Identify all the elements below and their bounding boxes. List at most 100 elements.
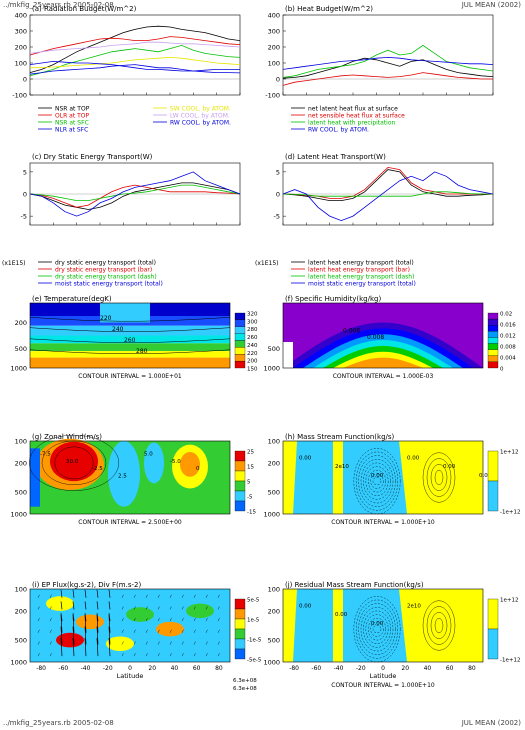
- colorbar-cell: [234, 628, 246, 640]
- colorbar-cell: [234, 608, 246, 620]
- ep-vector: [145, 618, 148, 622]
- divf-blob: [76, 614, 104, 630]
- ep-vector: [60, 614, 63, 633]
- y-tick-label: 1000: [10, 365, 27, 373]
- y-tick-label: 100: [15, 438, 27, 446]
- colorbar-label: -5: [247, 495, 253, 501]
- colorbar-label: 15: [247, 465, 254, 471]
- y-tick-label: 5: [276, 168, 280, 176]
- header-left: ../mkfig_25years.rb 2005-02-08: [3, 1, 114, 9]
- x-tick-label: -40: [334, 665, 344, 672]
- contour-line: [422, 452, 456, 503]
- contour-line: [360, 459, 394, 504]
- series-line: [29, 56, 241, 69]
- wind-easterly-2: [144, 442, 164, 484]
- plot-frame: [29, 440, 231, 515]
- ep-vector: [108, 613, 111, 622]
- ep-vector: [72, 601, 75, 610]
- colorbar-label: -5e-5: [247, 658, 262, 664]
- footer-left: ../mkfig_25years.rb 2005-02-08: [3, 719, 114, 727]
- contour-line: [29, 434, 119, 491]
- contour-line: [363, 610, 391, 648]
- contour-label: -7.5: [40, 452, 51, 458]
- divf-blob: [126, 607, 154, 622]
- contour-label: 0: [196, 466, 200, 472]
- contour-line: [353, 596, 401, 663]
- y-tick-label: 100: [15, 60, 27, 68]
- ep-vector: [96, 589, 99, 598]
- y-tick-label: 0: [276, 76, 280, 84]
- ep-vector: [217, 606, 220, 610]
- colorbar-cell: [234, 450, 246, 462]
- x-tick-label: 20: [148, 665, 156, 672]
- legend-label: latent heat energy transport (bar): [308, 266, 410, 273]
- y-tick-label: 400: [15, 12, 27, 20]
- colorbar-cell: [487, 343, 499, 350]
- panel-title: (f) Specific Humidity(kg/kg): [285, 295, 381, 303]
- contour-label: 240: [112, 326, 124, 333]
- x-tick-label: 60: [446, 665, 454, 672]
- y-tick-label: 0: [276, 191, 280, 199]
- colorbar-label: 280: [247, 327, 258, 333]
- ep-vector: [49, 618, 52, 622]
- ep-vector: [193, 606, 196, 610]
- contour-line: [426, 458, 452, 497]
- contour-label: 0.00: [299, 603, 312, 609]
- ep-vector: [157, 618, 160, 622]
- ep-vector: [157, 594, 160, 598]
- colorbar-cell: [487, 325, 499, 332]
- ep-vector: [193, 641, 196, 645]
- ep-vector: [108, 626, 111, 645]
- colorbar-label: 1e-5: [247, 618, 260, 624]
- ep-vector: [181, 618, 184, 622]
- ep-vector: [169, 653, 172, 657]
- y-tick-label: 100: [268, 586, 280, 594]
- legend-label: dry static energy transport (dash): [55, 273, 157, 280]
- colorbar-label: 220: [247, 351, 258, 357]
- divf-blob: [156, 621, 184, 637]
- contour-label: 0.00: [371, 621, 384, 627]
- ep-vector: [217, 594, 220, 598]
- divf-blob: [106, 636, 134, 652]
- series-line: [29, 182, 241, 210]
- ep-vector: [84, 626, 87, 645]
- y-tick-label: 500: [268, 637, 280, 645]
- y-tick-label: 500: [268, 489, 280, 497]
- contour-line: [370, 621, 384, 637]
- ep-vector: [37, 629, 40, 633]
- y-tick-label: 1000: [263, 659, 280, 667]
- temp-tropo-band: [100, 303, 150, 323]
- series-line: [29, 36, 241, 56]
- y-tick-label: 100: [268, 438, 280, 446]
- ep-vector: [205, 641, 208, 645]
- stream-negative: [293, 441, 407, 514]
- series-line: [282, 191, 493, 197]
- colorbar-label: -15: [247, 510, 256, 516]
- y-tick-label: 200: [268, 607, 280, 615]
- ep-vector: [72, 638, 75, 657]
- ep-vector: [181, 594, 184, 598]
- y-tick-label: 200: [15, 44, 27, 52]
- ep-vector: [181, 629, 184, 633]
- x-axis-label: Latitude: [117, 672, 144, 680]
- legend-label: latent heat with precipitation: [308, 119, 396, 126]
- colorbar-label: -1e+12: [500, 510, 520, 516]
- ep-vector: [145, 629, 148, 633]
- colorbar-cell: [487, 331, 499, 338]
- ep-vector: [96, 601, 99, 610]
- ep-vector: [145, 606, 148, 610]
- ep-vector: [108, 638, 111, 657]
- contour-line: [368, 469, 387, 493]
- legend-label: RW COOL. by ATOM.: [308, 126, 369, 133]
- legend-label: net sensible heat flux at surface: [308, 112, 405, 119]
- ep-vector: [72, 626, 75, 645]
- contour-label: 0.006: [343, 327, 360, 334]
- series-line: [29, 44, 241, 77]
- ep-vector: [205, 629, 208, 633]
- panel-title: (e) Temperature(degK): [32, 295, 112, 303]
- series-line: [29, 41, 241, 54]
- ep-vector: [157, 641, 160, 645]
- legend-label: OLR at TOP: [55, 112, 89, 119]
- ep-vector: [60, 613, 63, 622]
- ep-vector: [37, 641, 40, 645]
